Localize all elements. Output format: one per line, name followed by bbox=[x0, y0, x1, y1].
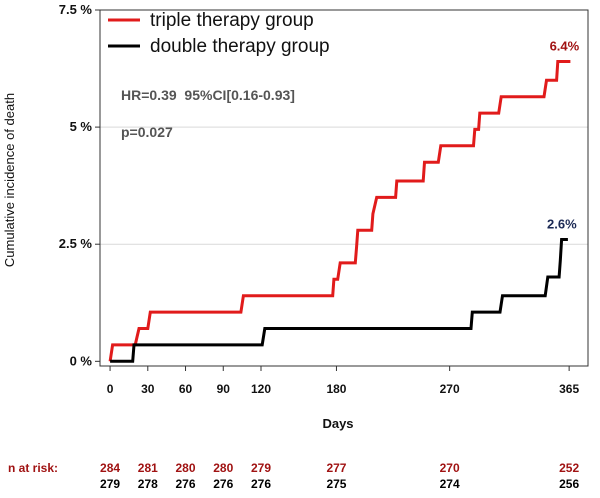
x-tick-label: 0 bbox=[107, 382, 114, 396]
x-axis-title: Days bbox=[322, 416, 353, 431]
risk-count: 274 bbox=[440, 477, 460, 491]
risk-table-rows: 284 281 280 280 279 277 270 252 279 278 276 276 276 2… bbox=[100, 461, 579, 491]
series-line-double bbox=[110, 238, 568, 363]
x-tick-label: 120 bbox=[251, 382, 271, 396]
risk-count: 276 bbox=[213, 477, 233, 491]
risk-table-label: n at risk: bbox=[8, 461, 58, 475]
end-label-double: 2.6% bbox=[547, 217, 577, 232]
x-tick-label: 365 bbox=[559, 382, 579, 396]
risk-count: 279 bbox=[100, 477, 120, 491]
risk-count: 280 bbox=[176, 461, 196, 475]
risk-count: 279 bbox=[251, 461, 271, 475]
y-tick-label: 5 % bbox=[70, 119, 93, 134]
x-axis: 0 30 60 90 120 180 270 365 bbox=[107, 366, 579, 396]
y-tick-label: 0 % bbox=[70, 353, 93, 368]
x-tick-label: 90 bbox=[217, 382, 231, 396]
risk-count: 252 bbox=[559, 461, 579, 475]
p-value-annotation: p=0.027 bbox=[121, 124, 173, 140]
hr-annotation: HR=0.39 95%CI[0.16-0.93] bbox=[121, 87, 295, 103]
grid-lines bbox=[100, 126, 588, 245]
risk-count: 284 bbox=[100, 461, 120, 475]
risk-count: 276 bbox=[251, 477, 271, 491]
y-tick-label: 7.5 % bbox=[59, 2, 93, 17]
series-line-triple bbox=[108, 60, 571, 362]
risk-count: 276 bbox=[176, 477, 196, 491]
x-tick-label: 30 bbox=[141, 382, 155, 396]
end-label-triple: 6.4% bbox=[550, 39, 580, 54]
risk-count: 281 bbox=[138, 461, 158, 475]
y-tick-label: 2.5 % bbox=[59, 236, 93, 251]
risk-count: 280 bbox=[213, 461, 233, 475]
y-axis-title: Cumulative incidence of death bbox=[2, 93, 17, 267]
end-labels: 6.4% 2.6% bbox=[547, 39, 580, 232]
risk-count: 278 bbox=[138, 477, 158, 491]
risk-count: 275 bbox=[326, 477, 346, 491]
x-tick-label: 270 bbox=[440, 382, 460, 396]
legend: triple therapy group double therapy grou… bbox=[108, 10, 330, 57]
legend-label-double: double therapy group bbox=[150, 36, 330, 57]
x-tick-label: 180 bbox=[326, 382, 346, 396]
x-tick-label: 60 bbox=[179, 382, 193, 396]
risk-count: 277 bbox=[326, 461, 346, 475]
legend-label-triple: triple therapy group bbox=[150, 10, 314, 31]
risk-count: 256 bbox=[559, 477, 579, 491]
risk-count: 270 bbox=[440, 461, 460, 475]
risk-table: n at risk: 284 281 280 280 279 277 270 252 279 27… bbox=[8, 461, 579, 491]
y-axis: 0 % 2.5 % 5 % 7.5 % bbox=[59, 2, 101, 368]
series-layer bbox=[108, 60, 571, 363]
